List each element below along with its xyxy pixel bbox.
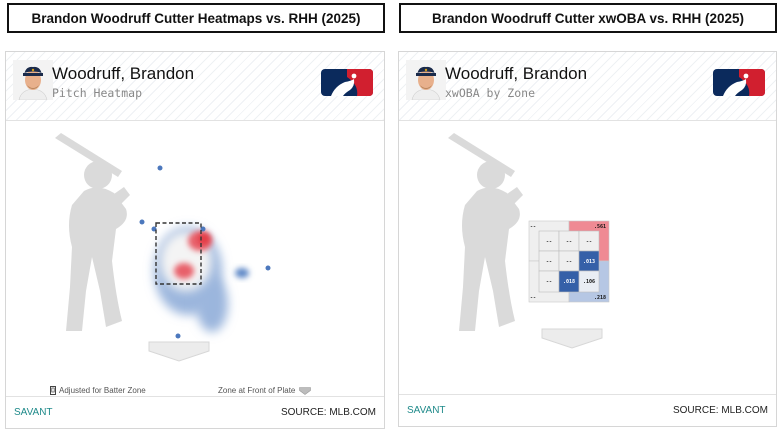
zone-label-inner-2-2: .106 [583, 279, 595, 285]
zone-label-inner-0-1: -- [566, 239, 572, 245]
source-label: SOURCE: MLB.COM [672, 405, 768, 416]
card-header: Woodruff, Brandon Pitch Heatmap [6, 52, 384, 121]
plate-note: Zone at Front of Plate [218, 386, 312, 395]
zone-label-outer-tr: .561 [594, 224, 606, 230]
home-plate [148, 341, 210, 362]
batter-silhouette [448, 133, 523, 331]
zone-label-inner-2-0: -- [546, 279, 552, 285]
player-name: Woodruff, Brandon [52, 64, 195, 83]
zone-label-outer-bl: -- [530, 295, 536, 301]
outlier-points [139, 165, 271, 339]
chart-subtitle: Pitch Heatmap [52, 86, 143, 100]
zone-grid [528, 220, 610, 303]
heatmap-plot [55, 133, 271, 362]
batter-silhouette [55, 133, 130, 331]
player-headshot-icon [13, 60, 53, 100]
xwoba-zone-plot: -- .561 -- .218 -- -- -- -- -- .013 -- .… [448, 133, 610, 349]
player-headshot-icon [406, 60, 446, 100]
home-plate-icon [299, 386, 312, 395]
zone-label-inner-1-1: -- [566, 259, 572, 265]
zone-label-inner-1-2: .013 [583, 259, 595, 265]
player-name: Woodruff, Brandon [445, 64, 588, 83]
card-footer: SAVANT SOURCE: MLB.COM [399, 394, 776, 426]
mlb-logo-icon [713, 69, 765, 96]
card-footer: SAVANT SOURCE: MLB.COM [6, 396, 384, 428]
zone-label-inner-1-0: -- [546, 259, 552, 265]
card-header: Woodruff, Brandon xwOBA by Zone [399, 52, 776, 121]
zone-label-inner-2-1: .018 [563, 279, 575, 285]
pitch-heatmap-card: Woodruff, Brandon Pitch Heatmap [5, 51, 385, 429]
mlb-logo-icon [321, 69, 373, 96]
zone-label-outer-br: .218 [594, 295, 606, 301]
plate-note-label: Zone at Front of Plate [218, 386, 296, 395]
savant-link[interactable]: SAVANT [14, 407, 53, 418]
adjusted-note-label: Adjusted for Batter Zone [59, 386, 146, 395]
zone-label-inner-0-2: -- [586, 239, 592, 245]
right-panel-title: Brandon Woodruff Cutter xwOBA vs. RHH (2… [399, 3, 777, 33]
left-panel-title: Brandon Woodruff Cutter Heatmaps vs. RHH… [7, 3, 385, 33]
zone-label-outer-tl: -- [530, 224, 536, 230]
batter-zone-icon [50, 386, 56, 395]
savant-link[interactable]: SAVANT [407, 405, 446, 416]
zone-label-inner-0-0: -- [546, 239, 552, 245]
zone-inner-2-2 [578, 270, 600, 293]
strike-zone [155, 222, 202, 285]
heatmap-density [154, 227, 249, 332]
source-label: SOURCE: MLB.COM [280, 407, 376, 418]
home-plate [541, 328, 603, 349]
xwoba-zone-card: Woodruff, Brandon xwOBA by Zone [398, 51, 777, 427]
chart-subtitle: xwOBA by Zone [445, 86, 536, 100]
adjusted-note: Adjusted for Batter Zone [50, 386, 146, 395]
